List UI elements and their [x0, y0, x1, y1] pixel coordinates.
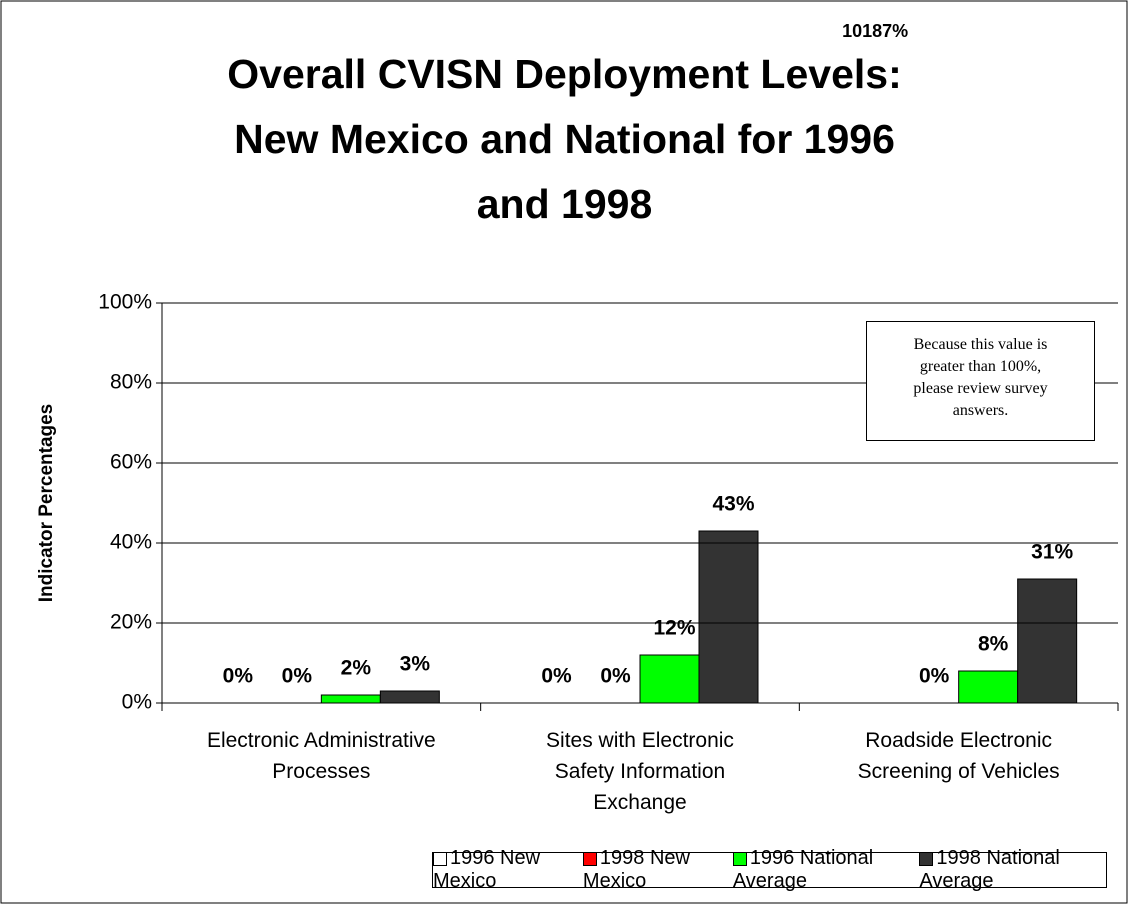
legend-item: 1998 New Mexico	[582, 847, 733, 893]
x-tick-label: Electronic Administrative Processes	[206, 729, 436, 783]
y-tick-label: 80%	[110, 371, 152, 394]
legend: 1996 New Mexico 1998 New Mexico 1996 Natio…	[432, 847, 1107, 892]
data-label: 12%	[653, 617, 695, 640]
legend-item: 1996 New Mexico	[433, 847, 583, 893]
data-label: 31%	[1031, 541, 1073, 564]
legend-label: 1998 New Mexico	[582, 847, 690, 892]
data-label: 0%	[541, 665, 572, 688]
data-label: 43%	[712, 493, 754, 516]
legend-label: 1996 National Average	[732, 847, 874, 892]
annotation: Because this value is greater than 100%,…	[866, 321, 1095, 441]
bar	[958, 670, 1019, 703]
data-label: 10187%	[842, 21, 908, 41]
data-label: 3%	[400, 653, 431, 676]
bar	[698, 530, 759, 703]
x-tick-label: Sites with Electronic Safety Information…	[546, 729, 734, 814]
y-tick-label: 0%	[122, 691, 152, 714]
x-tick-label: Roadside Electronic Screening of Vehicle…	[857, 729, 1060, 783]
y-axis-label: Indicator Percentages	[36, 404, 57, 603]
data-label: 0%	[223, 665, 254, 688]
data-label: 0%	[600, 665, 631, 688]
legend-swatch	[919, 851, 934, 866]
bar	[639, 654, 700, 703]
legend-item: 1998 National Average	[919, 847, 1106, 893]
data-label: 2%	[341, 657, 372, 680]
data-label: 0%	[282, 665, 313, 688]
legend-item: 1996 National Average	[732, 847, 920, 893]
bar	[379, 690, 440, 703]
legend-label: 1998 National Average	[919, 847, 1060, 892]
bar	[1017, 578, 1078, 703]
legend-swatch	[582, 851, 597, 866]
legend-swatch	[732, 851, 747, 866]
y-tick-label: 20%	[110, 611, 152, 634]
bar	[320, 694, 381, 703]
data-label: 8%	[978, 633, 1009, 656]
y-tick-label: 40%	[110, 531, 152, 554]
y-tick-label: 100%	[98, 291, 152, 314]
bars	[320, 303, 1078, 703]
y-tick-label: 60%	[110, 451, 152, 474]
data-label: 0%	[919, 665, 950, 688]
legend-swatch	[433, 851, 447, 866]
legend-label: 1996 New Mexico	[433, 847, 541, 892]
chart-title: Overall CVISN Deployment Levels: New Mex…	[227, 51, 902, 227]
